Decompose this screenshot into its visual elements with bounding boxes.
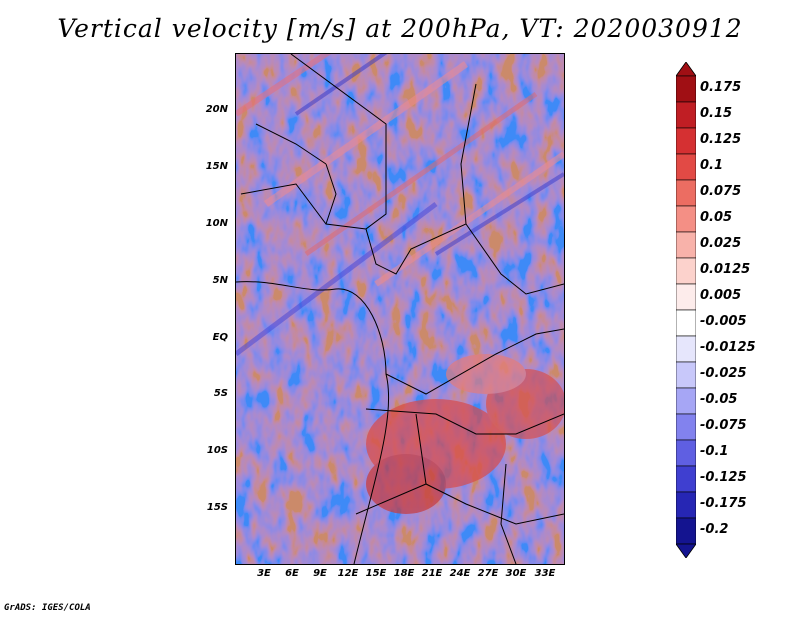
lon-label-18e: 18E <box>393 568 415 579</box>
colorbar-label: 0.175 <box>700 80 742 95</box>
lat-label-15s: 15S <box>206 502 228 513</box>
colorbar-segment <box>676 309 696 337</box>
lon-label-12e: 12E <box>337 568 359 579</box>
colorbar-label: 0.0125 <box>700 262 751 277</box>
colorbar-segment <box>676 179 696 207</box>
colorbar-segment <box>676 283 696 311</box>
figure-title: Vertical velocity [m/s] at 200hPa, VT: 2… <box>57 14 743 43</box>
colorbar-bottom-arrow <box>676 543 696 558</box>
velocity-map <box>235 53 565 565</box>
lon-label-33e: 33E <box>534 568 556 579</box>
colorbar-segment <box>676 361 696 389</box>
colorbar-label: 0.025 <box>700 236 742 251</box>
colorbar-label: 0.15 <box>700 106 733 121</box>
lat-label-eq: EQ <box>212 332 228 343</box>
lon-label-27e: 27E <box>477 568 499 579</box>
colorbar-segment <box>676 335 696 363</box>
lon-label-9e: 9E <box>313 568 327 579</box>
map-svg <box>236 54 564 564</box>
colorbar-label: -0.125 <box>700 470 747 485</box>
colorbar-segment <box>676 101 696 129</box>
lon-label-30e: 30E <box>505 568 527 579</box>
colorbar-label: -0.0125 <box>700 340 756 355</box>
colorbar-segment <box>676 75 696 103</box>
colorbar-label: 0.1 <box>700 158 724 173</box>
colorbar-segment <box>676 205 696 233</box>
colorbar-label: -0.075 <box>700 418 747 433</box>
colorbar-label: -0.175 <box>700 496 747 511</box>
colorbar-segment <box>676 465 696 493</box>
lat-label-10s: 10S <box>206 445 228 456</box>
lon-label-21e: 21E <box>421 568 443 579</box>
lat-label-20n: 20N <box>205 104 228 115</box>
colorbar-segment <box>676 413 696 441</box>
colorbar-segment <box>676 387 696 415</box>
lon-label-24e: 24E <box>449 568 471 579</box>
colorbar-segment <box>676 439 696 467</box>
colorbar-label: 0.005 <box>700 288 742 303</box>
colorbar-segment <box>676 517 696 545</box>
colorbar <box>676 62 696 558</box>
colorbar-segment <box>676 491 696 519</box>
colorbar-segment <box>676 231 696 259</box>
lat-label-15n: 15N <box>205 161 228 172</box>
colorbar-label: -0.05 <box>700 392 738 407</box>
colorbar-label: -0.1 <box>700 444 729 459</box>
colorbar-segment <box>676 153 696 181</box>
lat-label-5n: 5N <box>212 275 228 286</box>
colorbar-segment <box>676 127 696 155</box>
lon-label-3e: 3E <box>257 568 271 579</box>
colorbar-top-arrow <box>676 62 696 77</box>
lon-label-6e: 6E <box>285 568 299 579</box>
credit-text: GrADS: IGES/COLA <box>4 603 91 613</box>
colorbar-label: -0.005 <box>700 314 747 329</box>
lat-label-10n: 10N <box>205 218 228 229</box>
colorbar-segment <box>676 257 696 285</box>
colorbar-label: 0.05 <box>700 210 733 225</box>
colorbar-label: 0.125 <box>700 132 742 147</box>
lon-label-15e: 15E <box>365 568 387 579</box>
colorbar-label: 0.075 <box>700 184 742 199</box>
colorbar-label: -0.2 <box>700 522 729 537</box>
lat-label-5s: 5S <box>213 388 228 399</box>
colorbar-label: -0.025 <box>700 366 747 381</box>
